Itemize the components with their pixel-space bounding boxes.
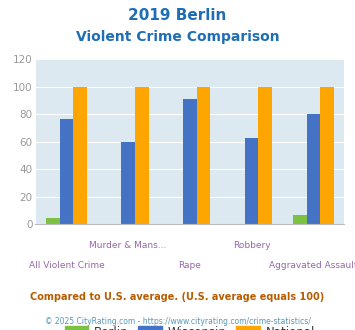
Text: 2019 Berlin: 2019 Berlin (128, 8, 227, 23)
Bar (320, 87, 334, 224)
Bar (293, 215, 307, 224)
Text: Rape: Rape (179, 261, 201, 270)
Text: Aggravated Assault: Aggravated Assault (269, 261, 355, 270)
Bar (183, 99, 197, 224)
Bar (121, 142, 135, 224)
Text: © 2025 CityRating.com - https://www.cityrating.com/crime-statistics/: © 2025 CityRating.com - https://www.city… (45, 317, 310, 326)
Text: Violent Crime Comparison: Violent Crime Comparison (76, 30, 279, 44)
Bar (197, 87, 210, 224)
Text: Robbery: Robbery (233, 241, 271, 250)
Bar (73, 87, 87, 224)
Bar (60, 118, 73, 224)
Legend: Berlin, Wisconsin, National: Berlin, Wisconsin, National (60, 321, 320, 330)
Bar (245, 138, 258, 224)
Text: Murder & Mans...: Murder & Mans... (89, 241, 167, 250)
Text: Compared to U.S. average. (U.S. average equals 100): Compared to U.S. average. (U.S. average … (31, 292, 324, 302)
Bar (258, 87, 272, 224)
Bar (135, 87, 148, 224)
Bar (307, 115, 320, 224)
Bar (46, 217, 60, 224)
Text: All Violent Crime: All Violent Crime (28, 261, 104, 270)
